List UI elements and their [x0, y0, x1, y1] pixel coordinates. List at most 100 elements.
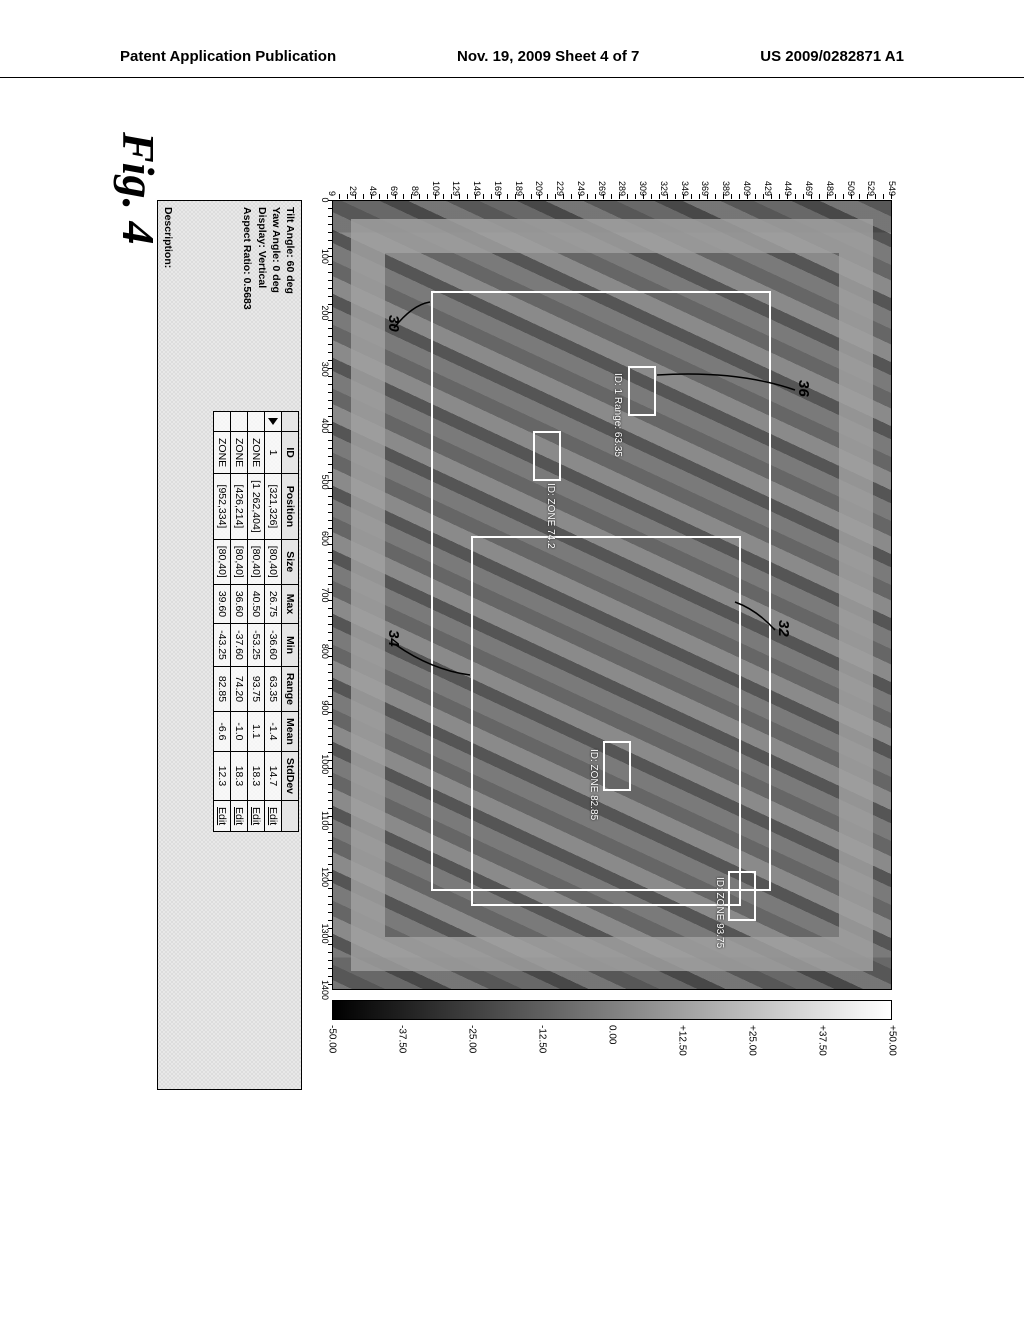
table-header: Position — [282, 474, 299, 540]
table-cell: -53.25 — [248, 624, 265, 667]
table-cell: ZONE — [231, 432, 248, 474]
table-cell: 26.75 — [265, 584, 282, 623]
info-panel: Tilt Angle: 60 deg Yaw Angle: 0 deg Disp… — [157, 200, 302, 1090]
table-cell: -6.6 — [214, 712, 231, 752]
callout-36: 36 — [795, 380, 812, 397]
edit-link[interactable]: Edit — [214, 801, 231, 832]
x-tick: 200 — [320, 305, 330, 320]
colorbar-labels: +50.00+37.50+25.00+12.500.00-12.50-25.00… — [332, 1025, 892, 1085]
zone-b-label: ID: ZONE 82.85 — [588, 749, 599, 820]
x-tick: 600 — [320, 531, 330, 546]
x-tick: 900 — [320, 700, 330, 715]
x-tick: 1300 — [320, 924, 330, 944]
header-center: Nov. 19, 2009 Sheet 4 of 7 — [457, 48, 639, 65]
table-cell: [80,40] — [265, 539, 282, 584]
table-row: ZONE[1 262,404][80,40]40.50-53.2593.751.… — [248, 412, 265, 832]
colorbar-label: -25.00 — [467, 1025, 478, 1053]
table-cell: ZONE — [248, 432, 265, 474]
callout-36-line — [647, 360, 797, 420]
table-cell: -36.60 — [265, 624, 282, 667]
table-header — [282, 801, 299, 832]
table-cell: 63.35 — [265, 666, 282, 711]
zone-a-label: ID: ZONE 74.2 — [545, 483, 556, 549]
table-cell: [80,40] — [231, 539, 248, 584]
x-tick: 100 — [320, 249, 330, 264]
yaw-angle: Yaw Angle: 0 deg — [269, 207, 283, 402]
table-row: 1[321,326][80,40]26.75-36.6063.35-1.414.… — [265, 412, 282, 832]
figure-4: 5495295094894694494294093893693493293092… — [132, 160, 892, 1160]
colorbar-label: -37.50 — [397, 1025, 408, 1053]
table-cell: [80,40] — [248, 539, 265, 584]
table-body: 1[321,326][80,40]26.75-36.6063.35-1.414.… — [214, 412, 282, 832]
colorbar-label: +37.50 — [817, 1025, 828, 1056]
table-cell: -37.60 — [231, 624, 248, 667]
table-cell: 39.60 — [214, 584, 231, 623]
zone-a-box[interactable] — [533, 431, 561, 481]
edit-link[interactable]: Edit — [265, 801, 282, 832]
table-cell — [265, 412, 282, 432]
table-cell: 12.3 — [214, 751, 231, 800]
zone-c-label: ID: ZONE 93.75 — [714, 877, 725, 948]
x-ruler — [332, 200, 333, 990]
table-cell: 36.60 — [231, 584, 248, 623]
table-row: ZONE[426,214][80,40]36.60-37.6074.20-1.0… — [231, 412, 248, 832]
callout-32-line — [727, 600, 777, 680]
patent-page: Patent Application Publication Nov. 19, … — [0, 0, 1024, 1320]
x-tick: 700 — [320, 587, 330, 602]
table-cell: -1.4 — [265, 712, 282, 752]
table-cell — [231, 412, 248, 432]
info-text: Tilt Angle: 60 deg Yaw Angle: 0 deg Disp… — [240, 207, 297, 402]
table-cell: -1.0 — [231, 712, 248, 752]
table-header: ID — [282, 432, 299, 474]
x-tick: 800 — [320, 644, 330, 659]
zone-1-label: ID: 1 Range: 63.35 — [612, 373, 623, 457]
zone-c-box[interactable] — [728, 871, 756, 921]
row-selected-icon — [268, 418, 278, 425]
table-cell: 1.1 — [248, 712, 265, 752]
colorbar-label: +50.00 — [887, 1025, 898, 1056]
table-header: StdDev — [282, 751, 299, 800]
table-header: Range — [282, 666, 299, 711]
table-cell — [214, 412, 231, 432]
table-cell: [321,326] — [265, 474, 282, 540]
zone-32-inner[interactable] — [471, 536, 741, 906]
x-tick: 1400 — [320, 980, 330, 1000]
table-cell: 93.75 — [248, 666, 265, 711]
callout-30-line — [392, 300, 432, 360]
x-tick: 1200 — [320, 867, 330, 887]
zone-b-box[interactable] — [603, 741, 631, 791]
colorbar-label: +25.00 — [747, 1025, 758, 1056]
display-mode: Display: Vertical — [254, 207, 268, 402]
colorbar — [332, 1000, 892, 1020]
zone-table: IDPositionSizeMaxMinRangeMeanStdDev 1[32… — [213, 411, 299, 832]
figure-label: Fig. 4 — [112, 132, 165, 244]
edit-link[interactable]: Edit — [231, 801, 248, 832]
table-header: Max — [282, 584, 299, 623]
table-cell: -43.25 — [214, 624, 231, 667]
colorbar-label: 0.00 — [607, 1025, 618, 1044]
header-right: US 2009/0282871 A1 — [760, 48, 904, 65]
colorbar-label: -12.50 — [537, 1025, 548, 1053]
table-row: ZONE[952,334][80,40]39.60-43.2582.85-6.6… — [214, 412, 231, 832]
table-cell: 40.50 — [248, 584, 265, 623]
callout-32: 32 — [775, 620, 792, 637]
x-tick: 400 — [320, 418, 330, 433]
colorbar-label: -50.00 — [327, 1025, 338, 1053]
x-tick: 1100 — [320, 811, 330, 830]
header-left: Patent Application Publication — [120, 48, 336, 65]
table-cell: [1 262,404] — [248, 474, 265, 540]
aspect-ratio: Aspect Ratio: 0.5683 — [240, 207, 254, 402]
callout-34-line — [392, 615, 472, 685]
table-cell — [248, 412, 265, 432]
table-cell: [952,334] — [214, 474, 231, 540]
table-cell: 18.3 — [231, 751, 248, 800]
colorbar-label: +12.50 — [677, 1025, 688, 1056]
table-header: Min — [282, 624, 299, 667]
table-cell: [426,214] — [231, 474, 248, 540]
table-cell: 74.20 — [231, 666, 248, 711]
table-cell: [80,40] — [214, 539, 231, 584]
table-cell: 14.7 — [265, 751, 282, 800]
edit-link[interactable]: Edit — [248, 801, 265, 832]
x-tick: 500 — [320, 475, 330, 490]
table-cell: 18.3 — [248, 751, 265, 800]
